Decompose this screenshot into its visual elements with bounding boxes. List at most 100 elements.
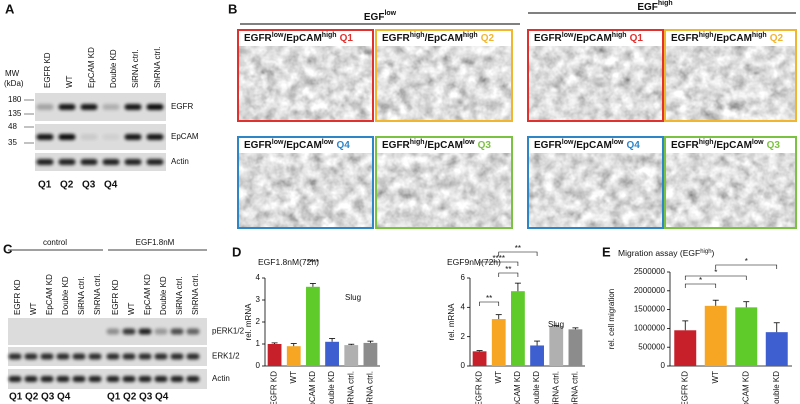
x-tick-label: EpCAM KD [513,371,522,404]
y-tick-label: 2 [256,317,261,326]
bar [568,329,583,366]
blot-band [36,104,54,110]
quadrant-label: Q3 [82,180,96,191]
title-part: high [700,249,711,255]
micrograph-border [237,29,374,122]
bar [344,345,359,366]
bar [704,305,727,366]
x-tick-label: Double KD [532,371,541,404]
y-tick-label: 4 [256,273,261,282]
blot-band [36,159,54,165]
level: low [322,139,334,146]
lane-label: EpCAM KD [87,47,96,88]
significance-bracket [498,272,519,277]
x-tick-label: siRNA ctrl. [551,371,560,404]
blot-band [72,353,86,360]
lane-label: EGFR KD [43,52,52,88]
bar [530,345,544,366]
level: high [612,32,627,39]
error-bar [476,350,483,352]
quadrant-label: Q4 [57,392,71,403]
y-axis-label: rel. mRNA [244,303,253,341]
panel-label: C [3,241,13,256]
significance-bracket [684,283,717,288]
y-tick-label: 3 [256,295,261,304]
quadrant: Q2 [481,33,495,44]
blot-band [8,353,22,360]
lane-label: Double KD [109,49,118,88]
blot-band [146,134,164,140]
blot-label: Actin [212,374,230,383]
error-bar [743,301,750,308]
blot-band [124,104,142,110]
blot-label: Actin [171,157,189,166]
micrograph-border [237,136,374,229]
lane-label: EpCAM KD [143,274,152,315]
chart-title: EGF9nM(72h) [447,257,501,267]
error-bar [367,340,374,343]
blot-band [122,328,136,335]
error-bar [348,343,355,346]
gene: EGFR [671,33,700,44]
significance: **** [307,258,319,267]
gene: /EpCAM [425,140,463,151]
error-bar [514,282,521,292]
blot-band [88,376,102,382]
micrograph-border [527,29,664,122]
gene: /EpCAM [425,33,463,44]
quadrant-label: Q3 [41,392,55,403]
panel-label: E [602,244,611,259]
x-tick-label: shRNA ctrl. [571,371,580,404]
image-label: EGFRlow/EpCAMlow Q4 [244,139,350,151]
blot-band [88,353,102,360]
blot-membrane [35,93,166,121]
mw-title: MW [5,69,20,78]
level: low [272,32,284,39]
chart-title: EGF1.8nM(72h) [258,257,319,267]
lane-label: WT [127,302,136,315]
group-title: EGFlow [364,10,397,23]
title-part: EGF9nM(72h) [447,257,501,267]
quadrant-label: Q2 [60,180,74,191]
gene: /EpCAM [573,140,611,151]
gene: EGFR [534,33,563,44]
level: high [699,32,714,39]
level: low [752,139,764,146]
error-bar [682,320,689,331]
quadrant: Q4 [626,140,640,151]
image-label: EGFRlow/EpCAMlow Q4 [534,139,640,151]
blot-band [106,376,120,382]
blot-membrane [35,124,166,150]
blot-band [124,134,142,140]
y-tick-label: 1 [256,339,261,348]
blot-band [170,353,184,360]
gene: /EpCAM [283,33,321,44]
level: high [410,139,425,146]
significance: ** [505,265,511,274]
bar [491,319,506,366]
quadrant-label: Q1 [107,392,121,403]
blot-band [58,159,76,165]
error-bar [572,327,579,330]
quadrant: Q4 [336,140,350,151]
micrograph-border [375,29,513,122]
x-tick-label: Double KD [772,371,781,404]
panel-label: B [228,1,237,16]
x-tick-label: WT [711,371,720,384]
micrograph-border [375,136,513,229]
blot-band [58,134,76,140]
blot-band [36,134,54,140]
bar [549,326,564,366]
x-tick-label: EGFR KD [475,371,484,404]
gene: EGFR [534,140,563,151]
error-bar [290,343,297,347]
significance-bracket [479,261,519,266]
bar [325,341,339,366]
micrograph [529,46,662,120]
title-part: Migration assay (EGF [618,248,700,258]
level: high [410,32,425,39]
gene: EGFR [382,33,411,44]
mw-marker: 135 [8,109,22,118]
significance: * [714,268,717,277]
